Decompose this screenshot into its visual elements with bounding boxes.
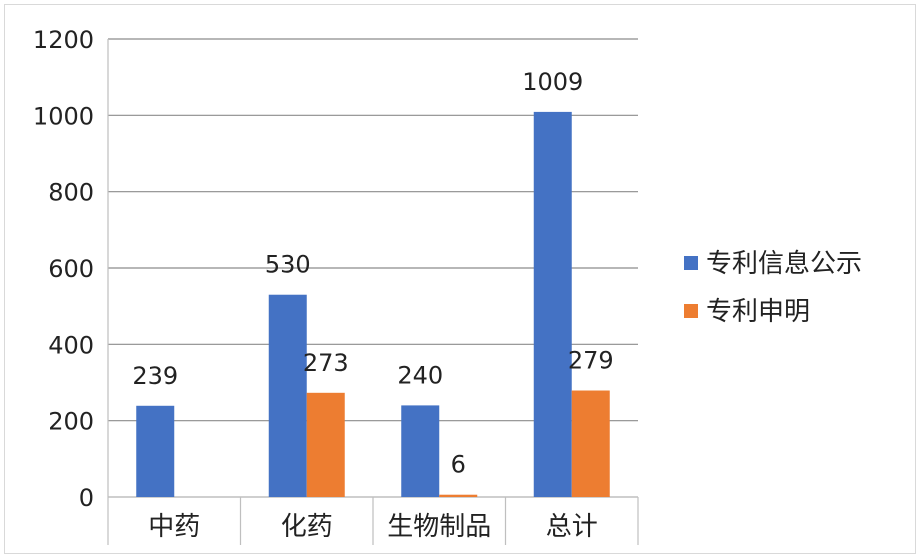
bar-patent-info — [136, 405, 175, 497]
legend-label: 专利信息公示 — [706, 249, 862, 279]
category-label: 生物制品 — [387, 512, 491, 542]
data-label: 279 — [568, 347, 614, 375]
bar-patent-declaration — [306, 392, 345, 497]
data-label: 1009 — [522, 68, 583, 96]
x-axis-categories: 中药 化药 生物制品 总计 — [148, 512, 598, 542]
legend-swatch — [684, 304, 698, 318]
y-tick-label: 1000 — [33, 102, 94, 130]
category-label: 总计 — [546, 512, 598, 542]
data-label: 273 — [303, 349, 349, 377]
data-labels: 239 530 273 240 6 1009 279 — [132, 68, 613, 479]
bars — [136, 111, 610, 498]
y-tick-label: 1200 — [33, 26, 94, 54]
bar-patent-info — [401, 405, 440, 497]
y-tick-label: 400 — [48, 331, 94, 359]
data-label: 239 — [132, 362, 178, 390]
y-tick-label: 800 — [48, 179, 94, 207]
y-tick-label: 200 — [48, 408, 94, 436]
y-tick-label: 0 — [79, 484, 94, 512]
category-label: 中药 — [148, 512, 200, 542]
legend-swatch — [684, 256, 698, 270]
bar-patent-declaration — [439, 494, 478, 497]
category-label: 化药 — [281, 512, 333, 542]
y-axis-ticks: 0 200 400 600 800 1000 1200 — [33, 26, 94, 512]
legend-label: 专利申明 — [706, 297, 810, 327]
bar-patent-info — [533, 111, 572, 498]
data-label: 6 — [451, 451, 466, 479]
y-tick-label: 600 — [48, 255, 94, 283]
data-label: 240 — [397, 361, 443, 389]
data-label: 530 — [265, 251, 311, 279]
bar-patent-declaration — [571, 390, 610, 497]
bar-patent-info — [268, 294, 307, 497]
